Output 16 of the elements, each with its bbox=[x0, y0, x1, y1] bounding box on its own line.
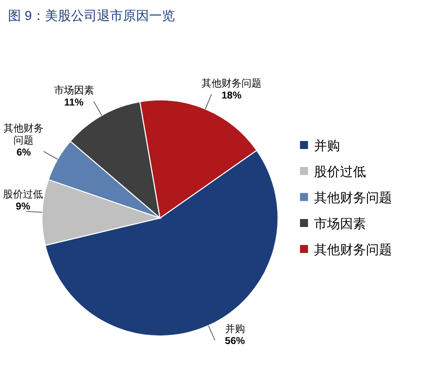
legend-label: 其他财务问题 bbox=[314, 242, 392, 257]
slice-label: 其他财务问题 bbox=[4, 122, 44, 146]
slice-label: 并购 bbox=[224, 323, 245, 336]
data-label: 9% bbox=[16, 201, 30, 212]
data-label: 6% bbox=[16, 147, 32, 158]
legend-label: 并购 bbox=[314, 138, 340, 153]
slice-label: 股价过低 bbox=[3, 188, 43, 200]
data-label: 11% bbox=[64, 97, 84, 108]
legend-label: 股价过低 bbox=[314, 164, 366, 179]
legend-label: 市场因素 bbox=[314, 216, 366, 231]
data-label: 18% bbox=[221, 90, 242, 102]
legend-label: 其他财务问题 bbox=[314, 190, 392, 205]
slice-label: 其他财务问题 bbox=[201, 77, 262, 90]
data-label: 56% bbox=[224, 336, 246, 348]
chart-title: 图 9：美股公司退市原因一览 bbox=[8, 8, 175, 23]
slice-label: 市场因素 bbox=[54, 84, 94, 96]
